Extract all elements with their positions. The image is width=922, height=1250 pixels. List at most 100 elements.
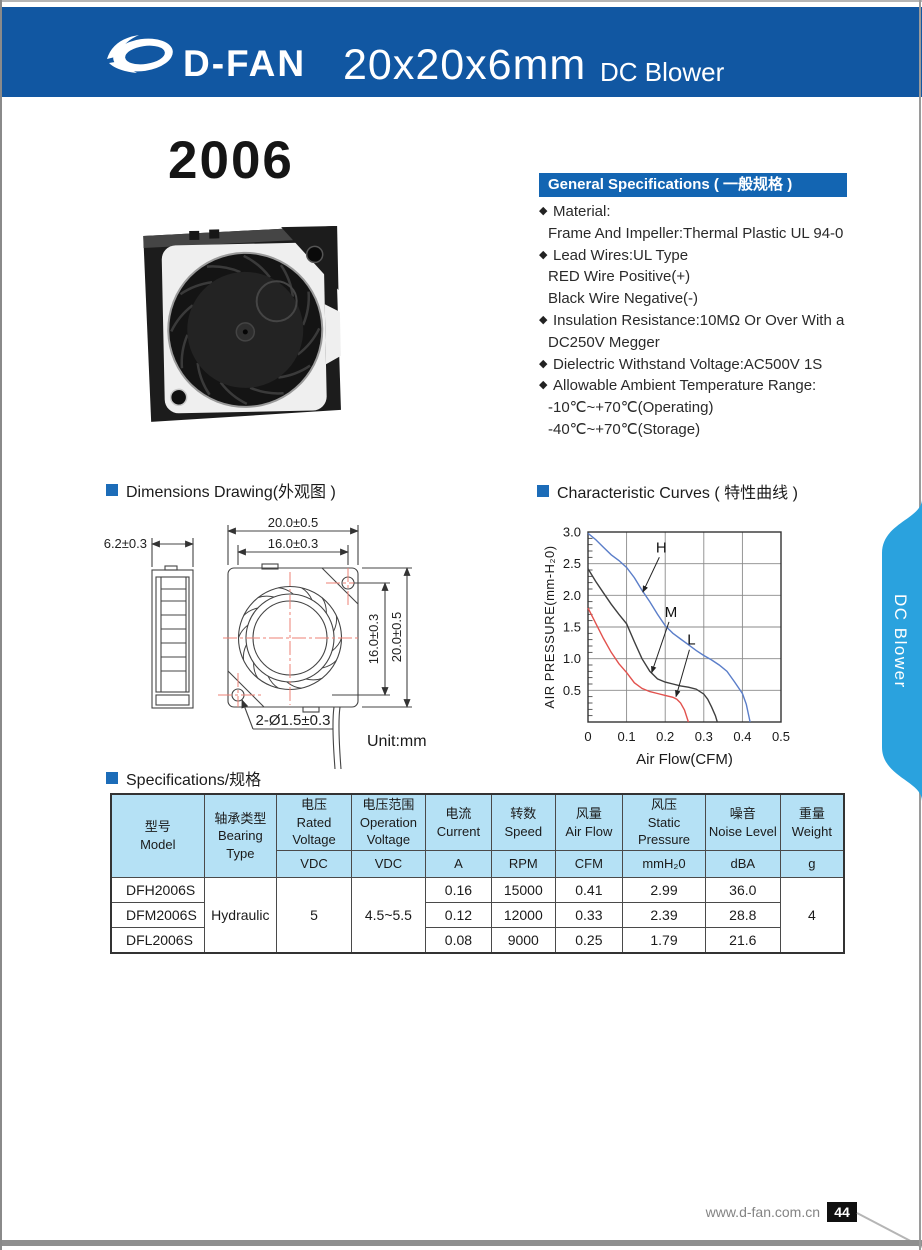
cell-model: DFL2006S [110, 927, 205, 954]
page-border-bottom [0, 1240, 922, 1246]
spec-item: ◆ Material: [539, 201, 869, 223]
centerlines [218, 568, 372, 707]
dim-outer-width: 20.0±0.5 [268, 515, 319, 530]
spec-item: Frame And Impeller:Thermal Plastic UL 94… [539, 223, 869, 245]
svg-text:2.0: 2.0 [563, 588, 581, 603]
spec-item-text: DC250V Megger [548, 333, 660, 351]
cell-noise: 36.0 [704, 877, 781, 903]
dfan-logo-icon [107, 35, 173, 73]
svg-text:0.4: 0.4 [733, 729, 751, 744]
page-border-left [0, 0, 2, 1250]
model-number-title: 2006 [168, 131, 294, 190]
svg-text:0.1: 0.1 [618, 729, 636, 744]
curve-L [587, 607, 690, 723]
table-row: DFL2006S 0.08 9000 0.25 1.79 21.6 [110, 927, 844, 954]
side-view-drawing [151, 565, 194, 709]
spec-item: ◆ Allowable Ambient Temperature Range: [539, 375, 869, 397]
unit-noise: dBA [704, 850, 781, 878]
cell-model: DFM2006S [110, 902, 205, 928]
cell-current: 0.08 [424, 927, 492, 954]
spec-item-text: -10℃~+70℃(Operating) [548, 399, 714, 417]
col-speed: 转数 Speed [490, 793, 556, 851]
side-tab-shape [882, 499, 922, 801]
spec-item: DC250V Megger [539, 332, 869, 354]
front-view-drawing [227, 563, 359, 770]
spec-item-text: -40℃~+70℃(Storage) [548, 420, 701, 438]
unit-speed: RPM [490, 850, 556, 878]
cell-noise: 28.8 [704, 902, 781, 928]
spec-item: RED Wire Positive(+) [539, 266, 869, 288]
spec-item-text: Insulation Resistance:10MΩ Or Over With … [553, 311, 845, 329]
diamond-bullet-icon: ◆ [539, 205, 548, 217]
product-size-title: 20x20x6mm [343, 41, 587, 89]
spec-item: ◆ Lead Wires:UL Type [539, 245, 869, 267]
col-bearing: 轴承类型 Bearing Type [203, 793, 278, 878]
spec-item: ◆ Dielectric Withstand Voltage:AC500V 1S [539, 354, 869, 376]
page-border-top [0, 0, 922, 2]
section-dimensions-label: Dimensions Drawing(外观图 ) [126, 484, 336, 501]
cell-weight: 4 [779, 877, 845, 954]
col-weight: 重量 Weight [779, 793, 845, 851]
characteristic-curves-chart: 0 0.1 0.2 0.3 0.4 0.5 0.5 1.0 1.5 2.0 2.5 3.0 H M L Air… [540, 498, 840, 770]
header-banner: D-FAN 20x20x6mm DC Blower [0, 7, 922, 97]
product-type-title: DC Blower [600, 57, 725, 87]
side-tab-dc-blower: DC Blower [872, 497, 922, 803]
col-pressure: 风压 Static Pressure [622, 793, 706, 851]
curve-M [587, 568, 718, 723]
brand-name: D-FAN [183, 43, 307, 84]
svg-text:0.2: 0.2 [656, 729, 674, 744]
cell-pressure: 2.99 [622, 877, 706, 903]
svg-text:0.3: 0.3 [695, 729, 713, 744]
unit-airflow: CFM [554, 850, 624, 878]
spec-item: -10℃~+70℃(Operating) [539, 397, 869, 419]
unit-label: Unit:mm [367, 733, 427, 750]
curve-label-H: H [656, 539, 667, 556]
dim-outer-height: 20.0±0.5 [389, 612, 404, 663]
col-noise: 噪音 Noise Level [704, 793, 781, 851]
cell-noise: 21.6 [704, 927, 781, 954]
dim-hole-pitch-top: 16.0±0.3 [268, 536, 319, 551]
svg-text:1.5: 1.5 [563, 620, 581, 635]
svg-text:2.5: 2.5 [563, 556, 581, 571]
svg-text:3.0: 3.0 [563, 525, 581, 540]
spec-item-text: RED Wire Positive(+) [548, 268, 691, 286]
spec-item-text: Black Wire Negative(-) [548, 290, 699, 308]
table-header-row: 型号 Model 轴承类型 Bearing Type 电压 Rated Volt… [110, 793, 845, 878]
diamond-bullet-icon: ◆ [539, 357, 548, 370]
spec-item-text: Lead Wires:UL Type [553, 246, 689, 264]
product-photo [143, 225, 341, 422]
section-square-icon [106, 484, 118, 496]
general-specs-header: General Specifications ( 一般规格 ) [539, 173, 847, 197]
impeller-blades [170, 254, 321, 406]
cell-model: DFH2006S [110, 877, 205, 903]
unit-weight: g [779, 850, 845, 878]
unit-rated-voltage: VDC [276, 850, 352, 878]
cell-speed: 15000 [490, 877, 556, 903]
side-tab-label: DC Blower [891, 594, 910, 689]
cell-airflow: 0.33 [554, 902, 624, 928]
general-specs-list: ◆ Material: Frame And Impeller:Thermal Pla… [539, 201, 869, 441]
col-operation-voltage: 电压范围 Operation Voltage [350, 793, 426, 851]
cell-current: 0.16 [424, 877, 492, 903]
spec-item: -40℃~+70℃(Storage) [539, 419, 869, 441]
unit-current: A [424, 850, 492, 878]
table-row: DFM2006S 0.12 12000 0.33 2.39 28.8 [110, 902, 844, 928]
page-number-badge: 44 [827, 1202, 857, 1222]
cell-bearing: Hydraulic [203, 877, 278, 954]
spec-item: ◆ Insulation Resistance:10MΩ Or Over With… [539, 310, 869, 332]
dim-side-width: 6.2±0.3 [104, 536, 147, 551]
section-specifications: Specifications/规格 [106, 766, 261, 790]
unit-operation-voltage: VDC [350, 850, 426, 878]
col-airflow: 风量 Air Flow [554, 793, 624, 851]
cell-airflow: 0.25 [554, 927, 624, 954]
spec-item-text: Dielectric Withstand Voltage:AC500V 1S [553, 355, 823, 373]
svg-text:0: 0 [584, 729, 591, 744]
spec-item-text: Material: [553, 203, 611, 220]
curve-label-L: L [687, 632, 695, 649]
section-square-icon [106, 772, 118, 784]
website-url: www.d-fan.com.cn [705, 1204, 820, 1220]
diamond-bullet-icon: ◆ [539, 248, 548, 261]
cell-operation-voltage: 4.5~5.5 [350, 877, 426, 954]
x-axis-label: Air Flow(CFM) [636, 751, 733, 768]
